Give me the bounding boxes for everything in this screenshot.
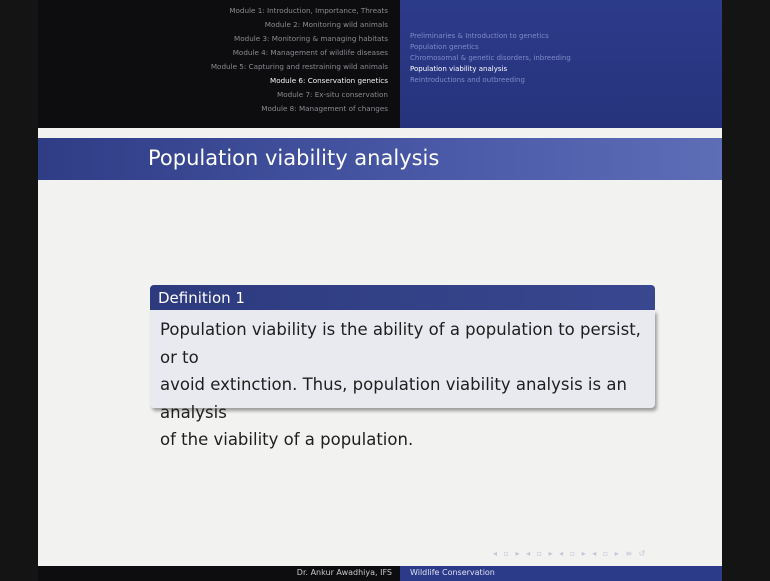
footer-left [38,566,400,581]
module-item[interactable]: Module 3: Monitoring & managing habitats [234,34,388,43]
title-bar [38,138,722,180]
slide-title: Population viability analysis [148,146,440,170]
footer-course: Wildlife Conservation [410,568,495,577]
block-body [150,310,655,408]
slide: Module 1: Introduction, Importance, Thre… [38,0,722,581]
section-item[interactable]: Population genetics [410,43,479,51]
block-title: Definition 1 [158,289,245,307]
section-item[interactable]: Population viability analysis [410,65,508,73]
module-item[interactable]: Module 1: Introduction, Importance, Thre… [229,6,388,15]
text-line: avoid extinction. Thus, population viabi… [160,375,627,422]
section-item[interactable]: Chromosomal & genetic disorders, inbreed… [410,54,571,62]
block-text: Population viability is the ability of a… [160,316,650,454]
module-navigation: Module 1: Introduction, Importance, Thre… [38,0,400,128]
footer-author: Dr. Ankur Awadhiya, IFS [296,568,392,577]
module-item[interactable]: Module 4: Management of wildlife disease… [232,48,388,57]
block-header [150,285,655,310]
navigation-symbols[interactable]: ◂ ▫ ▸ ◂ ▫ ▸ ◂ ▫ ▸ ◂ ▫ ▸ ≡ ↺ [493,549,648,558]
module-item[interactable]: Module 8: Management of changes [261,104,388,113]
section-navigation: Preliminaries & Introduction to genetics… [400,0,722,128]
module-item[interactable]: Module 2: Monitoring wild animals [264,20,388,29]
text-line: of the viability of a population. [160,430,414,449]
text-line: Population viability is the ability of a… [160,320,641,367]
module-item[interactable]: Module 6: Conservation genetics [270,76,388,85]
module-item[interactable]: Module 5: Capturing and restraining wild… [210,62,388,71]
footer-right [400,566,722,581]
section-item[interactable]: Reintroductions and outbreeding [410,76,525,84]
module-item[interactable]: Module 7: Ex-situ conservation [277,90,388,99]
section-item[interactable]: Preliminaries & Introduction to genetics [410,32,549,40]
